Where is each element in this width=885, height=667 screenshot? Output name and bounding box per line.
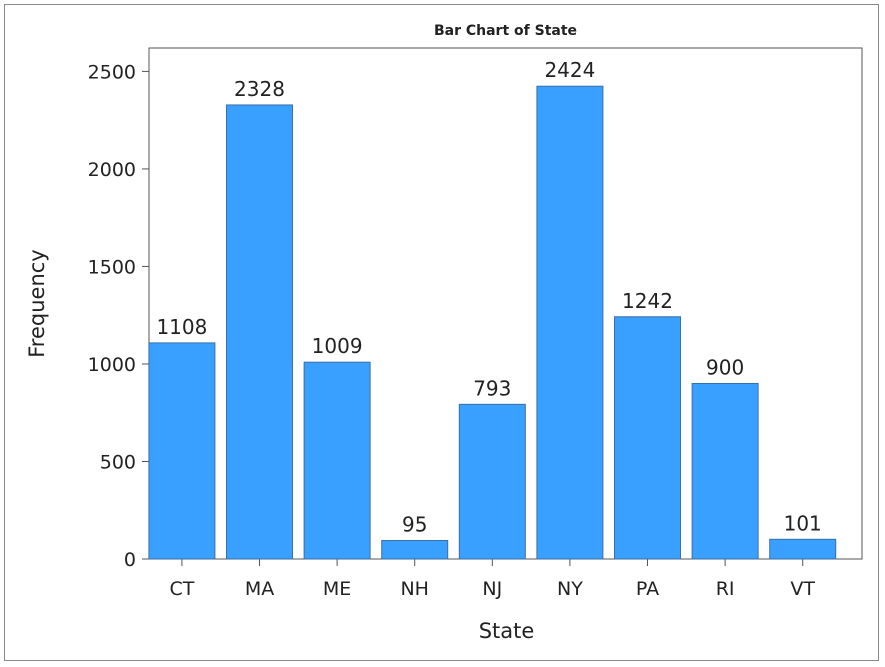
data-label-vt: 101 — [784, 511, 822, 535]
bar-me — [303, 361, 371, 560]
y-axis-title: Frequency — [25, 249, 49, 358]
y-tick-label: 2000 — [88, 159, 136, 181]
data-label-ma: 2328 — [234, 77, 285, 101]
bar-nh — [381, 539, 449, 560]
y-axis: 0 500 1000 1500 2000 2500 — [88, 61, 149, 571]
bar-ri — [691, 382, 759, 560]
bar-pa — [614, 316, 682, 560]
x-tick-label-ma: MA — [245, 578, 274, 600]
bar-nj — [458, 403, 526, 560]
x-tick-label-ri: RI — [716, 578, 735, 600]
bars-group — [148, 85, 837, 560]
data-labels-group: 1108 2328 1009 95 793 2424 1242 900 101 — [156, 58, 821, 536]
x-tick-label-vt: VT — [790, 578, 815, 600]
x-tick-label-nh: NH — [400, 578, 429, 600]
y-tick-label: 0 — [124, 549, 136, 571]
x-tick-label-me: ME — [323, 578, 351, 600]
data-label-pa: 1242 — [622, 289, 673, 313]
data-label-me: 1009 — [312, 334, 363, 358]
y-tick-label: 1500 — [88, 256, 136, 278]
x-axis-title: State — [479, 619, 535, 643]
bar-vt — [769, 538, 837, 560]
data-label-nh: 95 — [402, 512, 427, 536]
chart-title: Bar Chart of State — [434, 23, 577, 39]
y-tick-label: 2500 — [88, 61, 136, 83]
data-label-nj: 793 — [473, 376, 511, 400]
data-label-ny: 2424 — [544, 58, 595, 82]
y-tick-label: 500 — [100, 451, 136, 473]
x-tick-label-ny: NY — [557, 578, 583, 600]
data-label-ri: 900 — [706, 355, 744, 379]
bar-ct — [148, 342, 216, 560]
y-tick-label: 1000 — [88, 354, 136, 376]
x-axis: CT MA ME NH NJ NY PA RI VT — [169, 559, 815, 600]
data-label-ct: 1108 — [156, 315, 207, 339]
x-tick-label-ct: CT — [169, 578, 194, 600]
bar-ny — [536, 85, 604, 560]
x-tick-label-nj: NJ — [482, 578, 502, 600]
x-tick-label-pa: PA — [636, 578, 659, 600]
bar-ma — [226, 104, 294, 560]
